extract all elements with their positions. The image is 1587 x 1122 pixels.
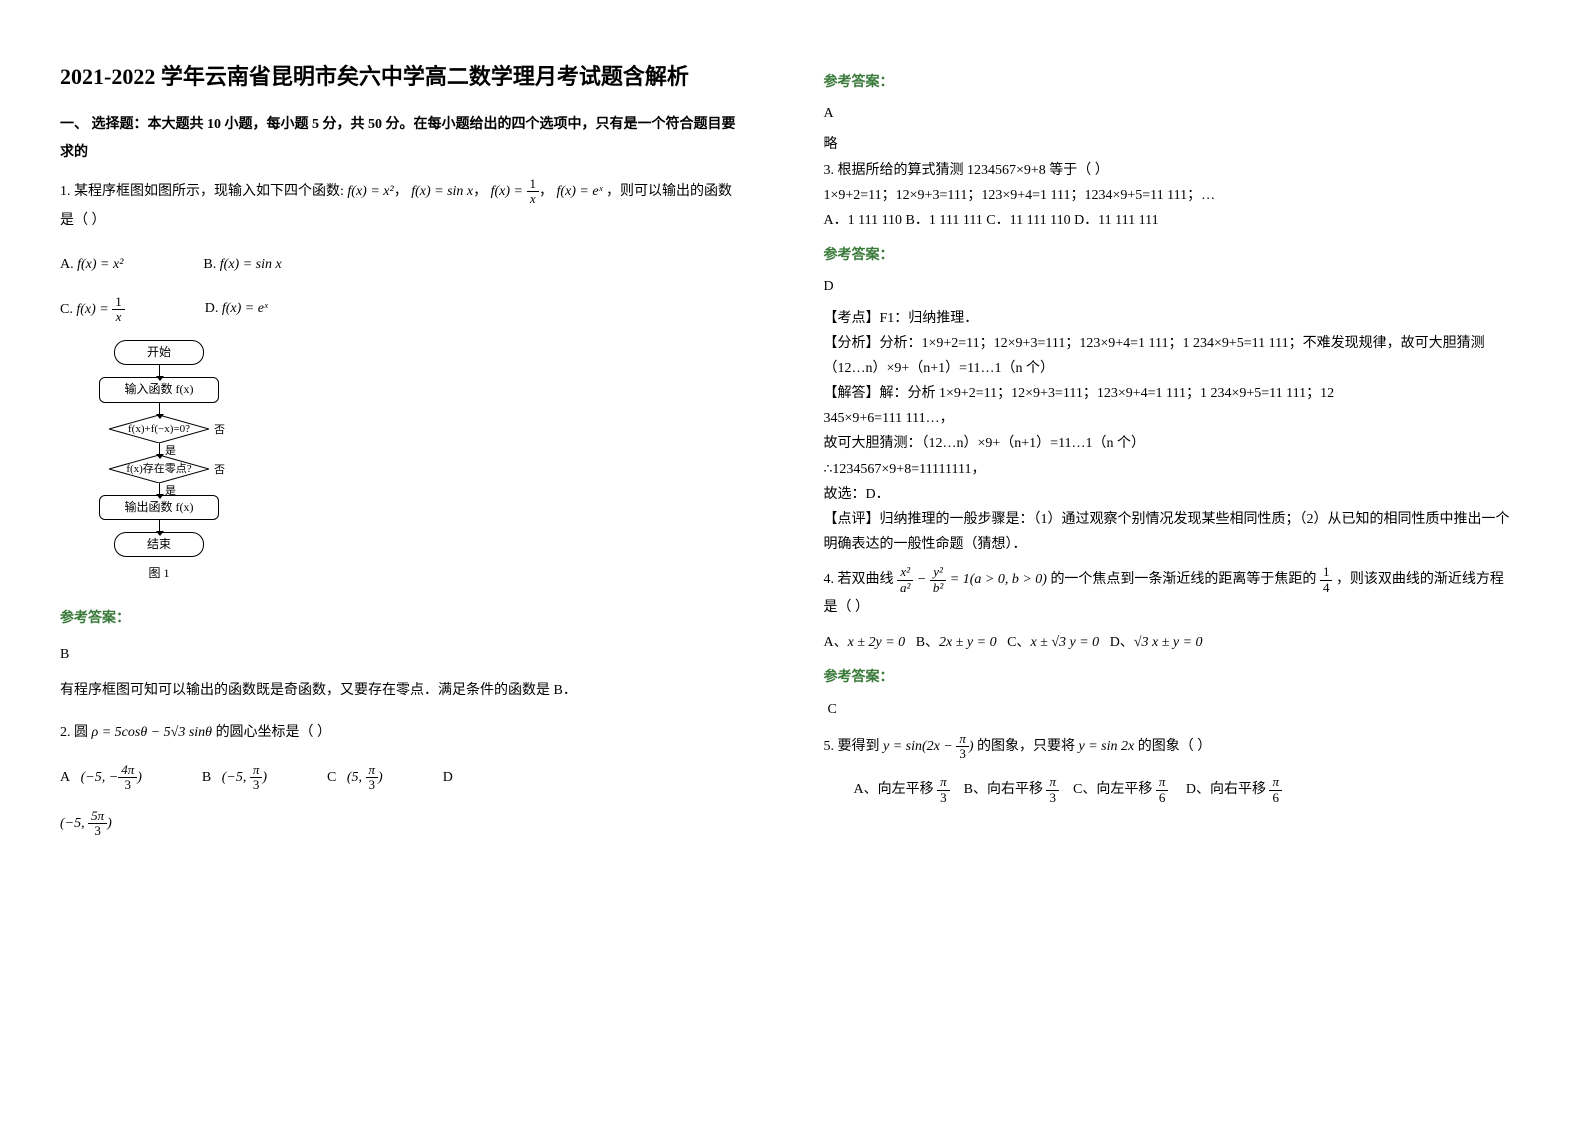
q5-options: A、向左平移 π3 B、向右平移 π3 C、向左平移 π6 D、向右平移 π6 xyxy=(824,775,1518,805)
q4-answer-letter: C xyxy=(828,697,1518,722)
section-1-heading: 一、 选择题：本大题共 10 小题，每小题 5 分，共 50 分。在每小题给出的… xyxy=(60,111,744,167)
q1-f1: f(x) = x² xyxy=(347,184,393,199)
flow-arrow xyxy=(159,520,160,532)
flow-d1-wrap: f(x)+f(−x)=0? 否 xyxy=(74,415,244,443)
doc-title: 2021-2022 学年云南省昆明市矣六中学高二数学理月考试题含解析 xyxy=(60,60,744,93)
q1-f4: f(x) = eˣ xyxy=(557,184,603,199)
flow-yes-2: 是 xyxy=(165,480,176,502)
flowchart: 开始 输入函数 f(x) f(x)+f(−x)=0? 否 是 f(x)存在零点? xyxy=(74,340,244,585)
flow-start: 开始 xyxy=(114,340,204,365)
q1-ref-answer-label: 参考答案： xyxy=(60,605,744,633)
q3-fenxi: 【分析】分析：1×9+2=11；12×9+3=111；123×9+4=1 111… xyxy=(824,331,1518,381)
q3-jieda-b: 345×9+6=111 111…， xyxy=(824,406,1518,431)
q2-opt-d2: (−5, 5π3) xyxy=(60,809,744,839)
flow-yes-1-wrap: 是 xyxy=(74,443,244,455)
flow-arrow xyxy=(159,443,160,455)
q2-stem-b: 的圆心坐标是（ ） xyxy=(216,725,332,740)
q1-opt-c: C. f(x) = 1x xyxy=(60,295,125,325)
q3-jieda-d: ∴1234567×9+8=11111111， xyxy=(824,457,1518,482)
q4-stem: 4. 若双曲线 x²a² − y²b² = 1(a > 0, b > 0) 的一… xyxy=(824,565,1518,620)
q1-answer-letter: B xyxy=(60,641,744,669)
flow-d2: f(x)存在零点? xyxy=(109,455,209,483)
q5-stem: 5. 要得到 y = sin(2x − π3) 的图象，只要将 y = sin … xyxy=(824,732,1518,762)
flow-d1: f(x)+f(−x)=0? xyxy=(109,415,209,443)
q2-answer-letter: A xyxy=(824,101,1518,126)
q1-f3-frac: 1x xyxy=(527,177,540,207)
q3-answer-letter: D xyxy=(824,274,1518,299)
q3-jieda-a: 【解答】解：分析 1×9+2=11；12×9+3=111；123×9+4=1 1… xyxy=(824,381,1518,406)
q2-opt-c: C (5, π3) xyxy=(327,763,383,793)
q1-stem-a: 1. 某程序框图如图所示，现输入如下四个函数: xyxy=(60,184,347,199)
q2-options: A (−5, −4π3) B (−5, π3) C (5, π3) D xyxy=(60,763,744,793)
q3-stem: 3. 根据所给的算式猜测 1234567×9+8 等于（ ） xyxy=(824,158,1518,183)
q1-opt-b: B. f(x) = sin x xyxy=(203,251,281,279)
right-column: 参考答案： A 略 3. 根据所给的算式猜测 1234567×9+8 等于（ ）… xyxy=(794,0,1587,878)
flow-arrow xyxy=(159,365,160,377)
flow-arrow xyxy=(159,403,160,415)
q3-ref-answer-label: 参考答案： xyxy=(824,243,1518,268)
flow-yes-2-wrap: 是 xyxy=(74,483,244,495)
q2-opt-d: D xyxy=(443,764,453,792)
q1-opt-a: A. f(x) = x² xyxy=(60,251,123,279)
q2-brief: 略 xyxy=(824,132,1518,157)
q1-explanation: 有程序框图可知可以输出的函数既是奇函数，又要存在零点．满足条件的函数是 B． xyxy=(60,677,744,705)
q2-ref-answer-label: 参考答案： xyxy=(824,70,1518,95)
q1-stem: 1. 某程序框图如图所示，现输入如下四个函数: f(x) = x²， f(x) … xyxy=(60,177,744,235)
q4-options: A、x ± 2y = 0 B、2x ± y = 0 C、x ± √3 y = 0… xyxy=(824,630,1518,655)
q3-pattern: 1×9+2=11；12×9+3=111；123×9+4=1 111；1234×9… xyxy=(824,183,1518,208)
flow-no-1: 否 xyxy=(214,419,225,441)
q1-opt-d: D. f(x) = eˣ xyxy=(205,295,268,325)
q2-opt-b: B (−5, π3) xyxy=(202,763,267,793)
flow-caption: 图 1 xyxy=(74,561,244,585)
q3-kaodian: 【考点】F1：归纳推理． xyxy=(824,306,1518,331)
q3-dianping: 【点评】归纳推理的一般步骤是：（1）通过观察个别情况发现某些相同性质；（2）从已… xyxy=(824,507,1518,557)
flow-d2-wrap: f(x)存在零点? 否 xyxy=(74,455,244,483)
page: 2021-2022 学年云南省昆明市矣六中学高二数学理月考试题含解析 一、 选择… xyxy=(0,0,1587,878)
left-column: 2021-2022 学年云南省昆明市矣六中学高二数学理月考试题含解析 一、 选择… xyxy=(0,0,794,878)
q2-stem: 2. 圆 ρ = 5cosθ − 5√3 sinθ 的圆心坐标是（ ） xyxy=(60,719,744,747)
flow-no-2: 否 xyxy=(214,459,225,481)
flow-arrow xyxy=(159,483,160,495)
q3-jieda-c: 故可大胆猜测：（12…n）×9+（n+1）=11…1（n 个） xyxy=(824,431,1518,456)
q4-ref-answer-label: 参考答案： xyxy=(824,665,1518,690)
q3-jieda-e: 故选：D． xyxy=(824,482,1518,507)
q2-stem-a: 2. 圆 xyxy=(60,725,92,740)
q2-rho: ρ = 5cosθ − 5√3 sinθ xyxy=(92,725,213,740)
q1-f2: f(x) = sin x xyxy=(411,184,473,199)
q3-options: A．1 111 110 B．1 111 111 C．11 111 110 D．1… xyxy=(824,208,1518,233)
q1-options: A. f(x) = x² B. f(x) = sin x xyxy=(60,251,744,279)
q2-opt-a: A (−5, −4π3) xyxy=(60,763,142,793)
q1-options-2: C. f(x) = 1x D. f(x) = eˣ xyxy=(60,295,744,325)
q1-f3-pre: f(x) = xyxy=(491,184,527,199)
